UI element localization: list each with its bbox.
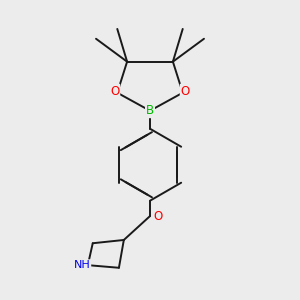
Text: O: O [181, 85, 190, 98]
Text: B: B [146, 104, 154, 117]
Text: NH: NH [74, 260, 90, 270]
Text: O: O [110, 85, 119, 98]
Text: O: O [154, 210, 163, 223]
